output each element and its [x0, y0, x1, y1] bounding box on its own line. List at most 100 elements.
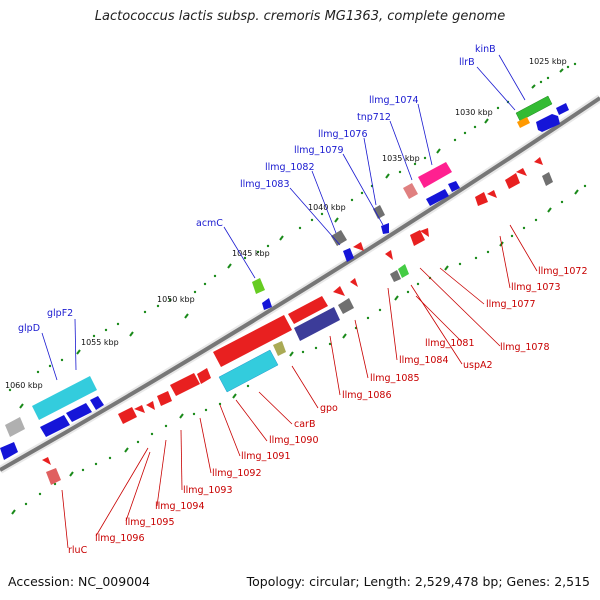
scale-label: 1050 kbp: [157, 295, 195, 304]
gene-llmg-1090[interactable]: [197, 368, 211, 384]
gene-red[interactable]: [420, 228, 429, 237]
gene-label-llmg-1074[interactable]: llmg_1074: [369, 95, 419, 106]
gene-llmg-1074[interactable]: [418, 162, 452, 188]
gene-carB[interactable]: [218, 349, 279, 393]
gene-llmg-1085[interactable]: [338, 298, 354, 314]
gene-llrB[interactable]: [517, 117, 530, 128]
gene-red[interactable]: [516, 168, 527, 176]
gene-label-llmg-1091[interactable]: llmg_1091: [241, 451, 291, 462]
map-title: Lactococcus lactis subsp. cremoris MG136…: [94, 9, 506, 24]
gene-llmg-1079[interactable]: [381, 223, 389, 234]
gene-label-kinB[interactable]: kinB: [475, 44, 496, 55]
gene-label-uspA2[interactable]: uspA2: [463, 360, 493, 371]
scale-dots-outer: [8, 62, 577, 392]
gene-llmg-1084[interactable]: [353, 242, 364, 251]
gene-blue[interactable]: [0, 442, 18, 460]
gene-label-llmg-1079[interactable]: llmg_1079: [294, 145, 344, 156]
gene-tnp712[interactable]: [403, 183, 418, 199]
gene-red[interactable]: [213, 315, 292, 367]
gene-red[interactable]: [42, 457, 51, 465]
gene-grey[interactable]: [5, 417, 25, 437]
gene-blue[interactable]: [66, 403, 92, 422]
gene-red[interactable]: [146, 401, 155, 410]
gene-label-llmg-1077[interactable]: llmg_1077: [486, 299, 536, 310]
scale-ticks-outer: [19, 68, 564, 409]
gene-label-acmC[interactable]: acmC: [196, 218, 223, 229]
gene-label-llmg-1076[interactable]: llmg_1076: [318, 129, 368, 140]
gene-uspA2[interactable]: [398, 264, 409, 278]
gene-label-llmg-1096[interactable]: llmg_1096: [95, 533, 145, 544]
gene-llmg-1081[interactable]: [390, 270, 401, 282]
gene-red[interactable]: [475, 192, 488, 206]
gene-red[interactable]: [487, 190, 497, 198]
gene-label-llmg-1086[interactable]: llmg_1086: [342, 390, 392, 401]
gene-rluC[interactable]: [46, 468, 61, 485]
gene-label-llmg-1094[interactable]: llmg_1094: [155, 501, 205, 512]
gene-red[interactable]: [350, 278, 358, 287]
reverse-genes: [42, 157, 553, 485]
gene-blue[interactable]: [262, 298, 272, 310]
gene-red[interactable]: [288, 296, 328, 324]
gene-red[interactable]: [157, 391, 172, 406]
gene-label-llmg-1085[interactable]: llmg_1085: [370, 373, 420, 384]
gene-label-llmg-1081[interactable]: llmg_1081: [425, 338, 475, 349]
scale-label: 1025 kbp: [529, 57, 567, 66]
gene-red[interactable]: [505, 173, 520, 189]
gene-label-llmg-1092[interactable]: llmg_1092: [212, 468, 262, 479]
gene-llmg-1086[interactable]: [294, 307, 340, 341]
gene-red[interactable]: [134, 405, 145, 413]
scale-label: 1035 kbp: [382, 154, 420, 163]
scale-label: 1055 kbp: [81, 338, 119, 347]
gene-gpo[interactable]: [273, 341, 286, 356]
gene-llmg-1082[interactable]: [331, 230, 347, 246]
gene-label-llmg-1073[interactable]: llmg_1073: [511, 282, 561, 293]
gene-label-gpo[interactable]: gpo: [320, 403, 338, 414]
gene-label-carB[interactable]: carB: [294, 419, 315, 430]
gene-label-rluC[interactable]: rluC: [68, 545, 88, 556]
gene-blue[interactable]: [426, 189, 449, 206]
gene-label-llmg-1078[interactable]: llmg_1078: [500, 342, 550, 353]
gene-glpF2[interactable]: [32, 376, 97, 420]
gene-label-llmg-1082[interactable]: llmg_1082: [265, 162, 315, 173]
gene-kinB[interactable]: [515, 95, 553, 122]
gene-labels-bottom: llmg_1072 llmg_1073 llmg_1077 llmg_1078 …: [68, 266, 588, 556]
gene-llmg-1077[interactable]: [410, 230, 425, 246]
gene-llmg-1073[interactable]: [542, 172, 553, 186]
genome-backbone-line: [0, 96, 600, 472]
gene-blue[interactable]: [343, 248, 354, 262]
gene-acmC[interactable]: [252, 278, 265, 294]
scale-label: 1040 kbp: [308, 203, 346, 212]
gene-blue[interactable]: [556, 103, 569, 115]
topology-text: Topology: circular; Length: 2,529,478 bp…: [246, 574, 590, 589]
gene-label-glpF2[interactable]: glpF2: [47, 308, 73, 319]
scale-labels: 1025 kbp 1030 kbp 1035 kbp 1040 kbp 1045…: [5, 57, 567, 390]
forward-genes: [0, 95, 569, 460]
gene-label-llmg-1095[interactable]: llmg_1095: [125, 517, 175, 528]
gene-glpD-blue[interactable]: [40, 415, 70, 437]
label-leaders-top: [41, 54, 526, 381]
gene-llmg-1078[interactable]: [385, 250, 393, 260]
gene-blue[interactable]: [90, 396, 104, 410]
gene-label-llmg-1084[interactable]: llmg_1084: [399, 355, 449, 366]
gene-red[interactable]: [118, 407, 137, 424]
gene-blue[interactable]: [448, 181, 460, 192]
gene-label-glpD[interactable]: glpD: [18, 323, 40, 334]
gene-llmg-1072[interactable]: [534, 157, 543, 165]
gene-label-tnp712[interactable]: tnp712: [357, 112, 391, 123]
gene-blue[interactable]: [536, 114, 560, 132]
gene-red[interactable]: [333, 286, 345, 296]
gene-label-llrB[interactable]: llrB: [459, 57, 475, 68]
scale-ticks-inner: [11, 189, 579, 515]
accession-text: Accession: NC_009004: [8, 574, 151, 589]
scale-label: 1060 kbp: [5, 381, 43, 390]
gene-label-llmg-1072[interactable]: llmg_1072: [538, 266, 588, 277]
scale-label: 1045 kbp: [232, 249, 270, 258]
scale-dots-inner: [24, 184, 587, 506]
gene-llmg-1076[interactable]: [373, 205, 385, 219]
gene-label-llmg-1093[interactable]: llmg_1093: [183, 485, 233, 496]
gene-label-llmg-1090[interactable]: llmg_1090: [269, 435, 319, 446]
gene-label-llmg-1083[interactable]: llmg_1083: [240, 179, 290, 190]
gene-red[interactable]: [170, 373, 200, 396]
gene-labels-top: kinB llrB llmg_1074 tnp712 llmg_1076 llm…: [18, 44, 496, 334]
